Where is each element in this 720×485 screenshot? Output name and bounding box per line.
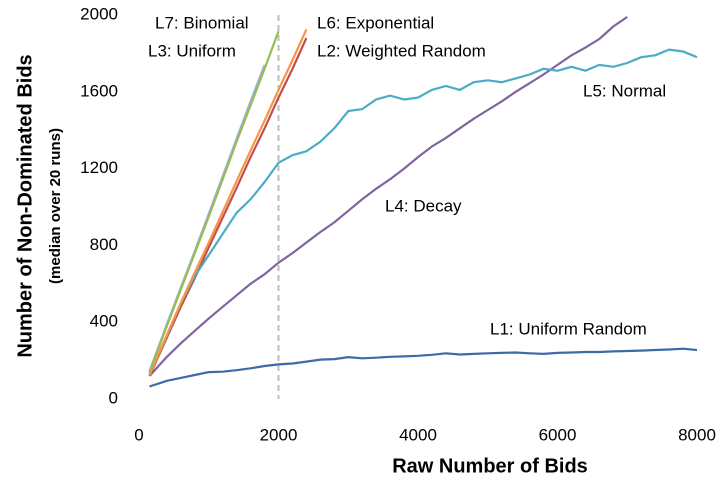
series-label: L6: Exponential xyxy=(317,13,434,32)
series-line xyxy=(148,37,308,377)
x-axis-title: Raw Number of Bids xyxy=(392,455,588,477)
y-axis-title: Number of Non-Dominated Bids xyxy=(14,54,36,357)
series-line xyxy=(148,28,308,376)
y-tick-label: 0 xyxy=(109,388,118,407)
series-label: L7: Binomial xyxy=(155,13,249,32)
y-tick-label: 1600 xyxy=(80,81,118,100)
y-axis-subtitle: (median over 20 runs) xyxy=(47,128,64,284)
series-line xyxy=(148,48,698,375)
series-line xyxy=(149,347,698,388)
series-label: L5: Normal xyxy=(583,81,666,100)
y-tick-label: 400 xyxy=(90,312,118,331)
y-tick-label: 800 xyxy=(90,235,118,254)
series-line xyxy=(148,30,280,373)
x-tick-label: 8000 xyxy=(678,425,716,444)
series-label: L4: Decay xyxy=(385,196,462,215)
x-tick-label: 2000 xyxy=(260,425,298,444)
x-tick-label: 6000 xyxy=(539,425,577,444)
series-label: L3: Uniform xyxy=(148,41,236,60)
series-label: L2: Weighted Random xyxy=(317,41,486,60)
series-label: L1: Uniform Random xyxy=(490,319,647,338)
y-tick-label: 1200 xyxy=(80,158,118,177)
x-tick-label: 4000 xyxy=(399,425,437,444)
y-tick-label: 2000 xyxy=(80,4,118,23)
series-line xyxy=(148,15,628,377)
x-tick-label: 0 xyxy=(134,425,143,444)
